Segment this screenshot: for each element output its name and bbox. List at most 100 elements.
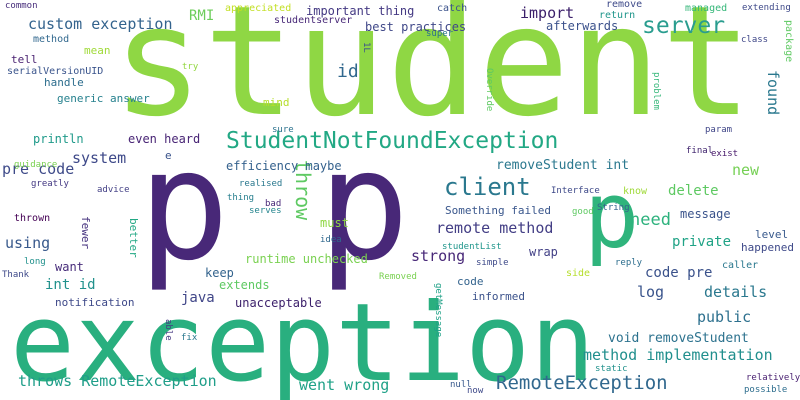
word-good: good <box>572 207 594 217</box>
word-student: student <box>112 0 753 150</box>
word-afterwards: afterwards <box>546 19 619 33</box>
word-informed: informed <box>472 290 525 303</box>
word-tell: tell <box>11 53 38 66</box>
word-log: log <box>637 283 665 301</box>
word-greatly: greatly <box>31 179 69 189</box>
word-rmi: RMI <box>189 8 215 24</box>
word-extends: extends <box>219 278 270 292</box>
word-removestudent-int: removeStudent int <box>496 158 630 173</box>
word-code: code <box>457 275 484 288</box>
word-p: p <box>138 117 230 294</box>
word-studentlist: studentList <box>442 242 502 252</box>
word-managed: managed <box>685 3 728 14</box>
word-notification: notification <box>55 296 135 309</box>
word-system: system <box>72 149 127 167</box>
word-relatively: relatively <box>746 373 800 383</box>
word-extending: extending <box>742 3 791 13</box>
word-delete: delete <box>668 183 719 199</box>
word-found: found <box>764 70 782 116</box>
word-level: level <box>755 228 789 241</box>
word-need: need <box>630 210 671 230</box>
word-fix: fix <box>181 333 198 343</box>
word-studentserver: studentserver <box>274 15 353 26</box>
word-something-failed: Something failed <box>445 204 551 217</box>
word-new: new <box>732 161 760 179</box>
word-id: id <box>337 61 359 82</box>
word-catch: catch <box>437 3 468 14</box>
word-even-heard: even heard <box>128 132 201 146</box>
word-exist: exist <box>711 149 739 159</box>
word-throws-remoteexception: throws RemoteException <box>18 372 217 390</box>
word-void-removestudent: void removeStudent <box>608 331 749 346</box>
word-want: want <box>55 260 84 274</box>
word-import: import <box>520 4 575 22</box>
word-problem: problem <box>651 72 661 110</box>
word-public: public <box>697 308 752 326</box>
word-reply: reply <box>615 258 643 268</box>
word-able: able <box>163 319 173 341</box>
word-advice: advice <box>97 185 130 195</box>
word-went-wrong: went wrong <box>299 376 390 394</box>
word-strong: strong <box>411 247 466 265</box>
word-1l: 1L <box>361 42 371 53</box>
word-thank: Thank <box>2 270 30 280</box>
word-method-implementation: method implementation <box>583 346 773 364</box>
word-int-id: int id <box>45 277 96 293</box>
word-message: message <box>680 207 731 221</box>
word-remove: remove <box>606 0 643 10</box>
word-happened: happened <box>741 241 794 254</box>
word-null: null <box>450 380 472 390</box>
word-serialversionuid: serialVersionUID <box>7 66 104 77</box>
word-string: String <box>597 203 630 213</box>
word-sure: sure <box>272 125 294 135</box>
word-e: e <box>165 149 172 162</box>
word-unacceptable: unacceptable <box>235 296 322 310</box>
word-static: static <box>595 364 628 374</box>
word-super: super <box>426 29 454 39</box>
word-server: server <box>642 13 726 39</box>
word-thrown: thrown <box>14 213 51 224</box>
word-removed: Removed <box>379 272 417 282</box>
word-getmessage: getMessage <box>433 283 443 338</box>
word-custom-exception: custom exception <box>28 15 173 33</box>
word-fewer: fewer <box>79 216 92 250</box>
word-exception: exception <box>10 281 596 400</box>
word-println: println <box>33 132 84 146</box>
word-best-practices: best practices <box>365 20 467 34</box>
word-runtime-unchecked: runtime unchecked <box>245 252 368 266</box>
word-must: must <box>320 216 349 230</box>
word-serves: serves <box>249 206 282 216</box>
word-package: package <box>783 20 794 63</box>
word-common: common <box>5 1 38 11</box>
word-try: try <box>182 62 199 72</box>
word-mind: mind <box>263 96 290 109</box>
word-method: method <box>33 34 70 45</box>
word-thing: thing <box>227 193 255 203</box>
word-client: client <box>444 173 531 201</box>
word-remote-method: remote method <box>436 219 554 237</box>
word-realised: realised <box>239 179 283 189</box>
word-param: param <box>705 125 733 135</box>
word-appreciated: appreciated <box>225 3 292 14</box>
word-keep: keep <box>205 266 234 280</box>
word-guidance: guidance <box>14 160 58 170</box>
word-override: Override <box>484 68 494 112</box>
word-class: class <box>741 35 769 45</box>
word-side: side <box>566 268 591 279</box>
word-handle: handle <box>44 76 84 89</box>
word-efficiency-maybe: efficiency maybe <box>226 159 342 173</box>
word-interface: Interface <box>551 186 600 196</box>
word-generic-answer: generic answer <box>57 92 150 105</box>
word-better: better <box>127 218 140 258</box>
word-p: p <box>318 117 410 294</box>
word-long: long <box>24 257 46 267</box>
word-mean: mean <box>84 44 111 57</box>
word-now: now <box>467 386 484 396</box>
word-know: know <box>623 186 648 197</box>
word-code-pre: code pre <box>645 265 713 281</box>
word-remoteexception: RemoteException <box>496 372 668 394</box>
word-using: using <box>5 234 51 252</box>
word-return: return <box>599 10 636 21</box>
word-caller: caller <box>722 260 759 271</box>
word-details: details <box>704 283 768 301</box>
